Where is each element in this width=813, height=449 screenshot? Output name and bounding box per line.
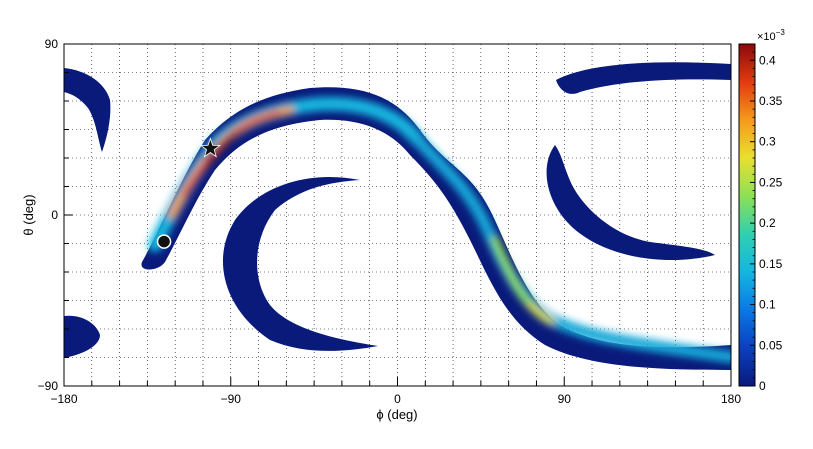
top-right-band — [556, 62, 731, 94]
colorbar-gradient — [739, 44, 755, 386]
grid — [64, 44, 731, 386]
colorbar-tick-label: 0.4 — [759, 53, 776, 67]
colorbar-tick-label: 0 — [759, 379, 766, 393]
bottom-left-lobe — [64, 315, 100, 358]
colorbar-multiplier-base: ×10 — [757, 31, 776, 43]
x-tick-label: −180 — [50, 392, 77, 406]
marker-circle — [156, 234, 172, 249]
markers — [156, 137, 222, 249]
y-tick-label: 0 — [51, 208, 58, 222]
colorbar-tick-label: 0.3 — [759, 135, 776, 149]
colorbar-tick-label: 0.35 — [759, 94, 783, 108]
colorbar-tick-label: 0.25 — [759, 175, 783, 189]
x-tick-label: 180 — [721, 392, 741, 406]
right-crescent — [546, 145, 715, 261]
colorbar: 0 0.05 0.1 0.15 0.2 0.25 0.3 0.35 0.4 ×10−3 — [738, 28, 785, 393]
colorbar-tick-label: 0.05 — [759, 338, 783, 352]
y-tick-label: 90 — [45, 37, 59, 51]
x-tick-label: 90 — [558, 392, 572, 406]
colorbar-multiplier: ×10−3 — [757, 28, 785, 43]
x-tick-label: 0 — [394, 392, 401, 406]
x-axis: −180 −90 0 90 180 — [50, 377, 741, 406]
main-arc-core — [148, 96, 731, 363]
x-tick-label: −90 — [221, 392, 242, 406]
colorbar-tick-label: 0.15 — [759, 257, 783, 271]
marker-star — [199, 137, 222, 158]
top-left-lobe — [64, 68, 111, 152]
x-axis-label: ϕ (deg) — [376, 407, 417, 422]
y-tick-label: −90 — [38, 379, 59, 393]
probability-regions — [64, 62, 731, 370]
y-axis-label: θ (deg) — [21, 194, 36, 235]
y-axis: 90 0 −90 — [38, 37, 73, 393]
colorbar-ticks: 0 0.05 0.1 0.15 0.2 0.25 0.3 0.35 0.4 — [750, 51, 783, 393]
colorbar-exponent: −3 — [776, 28, 786, 37]
colorbar-tick-label: 0.2 — [759, 216, 776, 230]
left-crescent — [222, 176, 378, 351]
colorbar-tick-label: 0.1 — [759, 298, 776, 312]
